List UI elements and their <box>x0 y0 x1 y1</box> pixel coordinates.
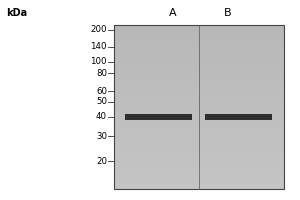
Bar <box>114 31 284 33</box>
Bar <box>114 50 284 52</box>
Bar <box>114 159 284 161</box>
Bar <box>114 186 284 189</box>
Bar <box>114 131 284 134</box>
Bar <box>114 61 284 63</box>
Bar <box>114 39 284 41</box>
Text: 30: 30 <box>96 132 107 141</box>
Bar <box>114 25 284 189</box>
Bar <box>114 126 284 129</box>
Bar <box>114 77 284 80</box>
Bar <box>114 153 284 156</box>
Bar <box>114 93 284 96</box>
Bar <box>114 115 284 118</box>
Bar <box>114 142 284 145</box>
Bar <box>114 25 284 28</box>
Bar <box>114 161 284 164</box>
Text: 100: 100 <box>90 57 107 66</box>
Text: 60: 60 <box>96 87 107 96</box>
Text: 40: 40 <box>96 112 107 121</box>
Bar <box>114 121 284 123</box>
Bar <box>114 123 284 126</box>
Bar <box>114 104 284 107</box>
Bar <box>114 181 284 183</box>
Bar <box>114 110 284 112</box>
Bar <box>114 156 284 159</box>
Bar <box>114 33 284 36</box>
Bar <box>114 164 284 167</box>
Bar <box>114 71 284 74</box>
Bar <box>114 172 284 175</box>
Bar <box>114 36 284 39</box>
Bar <box>114 69 284 71</box>
Text: 20: 20 <box>96 157 107 166</box>
Bar <box>114 145 284 148</box>
Bar <box>205 114 272 120</box>
Bar <box>114 55 284 58</box>
Text: 140: 140 <box>90 42 107 51</box>
Bar <box>114 74 284 77</box>
Bar <box>114 170 284 172</box>
Bar <box>114 96 284 99</box>
Bar <box>114 134 284 137</box>
Bar <box>114 47 284 50</box>
Bar <box>114 91 284 93</box>
Bar <box>114 129 284 131</box>
Bar <box>114 41 284 44</box>
Bar <box>114 66 284 69</box>
Bar <box>114 52 284 55</box>
Bar <box>114 44 284 47</box>
Text: A: A <box>169 8 176 18</box>
Bar <box>114 175 284 178</box>
Bar <box>114 118 284 121</box>
Bar <box>114 80 284 82</box>
Bar <box>114 58 284 61</box>
Bar <box>114 85 284 88</box>
Bar <box>114 167 284 170</box>
Text: 80: 80 <box>96 69 107 78</box>
Bar <box>114 99 284 101</box>
Bar <box>114 63 284 66</box>
Bar <box>114 183 284 186</box>
Bar <box>114 148 284 151</box>
Bar <box>114 88 284 91</box>
Bar <box>114 112 284 115</box>
Text: kDa: kDa <box>6 8 27 18</box>
Bar <box>125 114 192 120</box>
Bar <box>114 151 284 153</box>
Text: 200: 200 <box>90 25 107 34</box>
Bar <box>114 82 284 85</box>
Bar <box>114 101 284 104</box>
Bar <box>114 140 284 142</box>
Text: B: B <box>224 8 231 18</box>
Bar <box>114 28 284 31</box>
Text: 50: 50 <box>96 97 107 106</box>
Bar <box>114 107 284 110</box>
Bar <box>114 178 284 181</box>
Bar <box>114 137 284 140</box>
